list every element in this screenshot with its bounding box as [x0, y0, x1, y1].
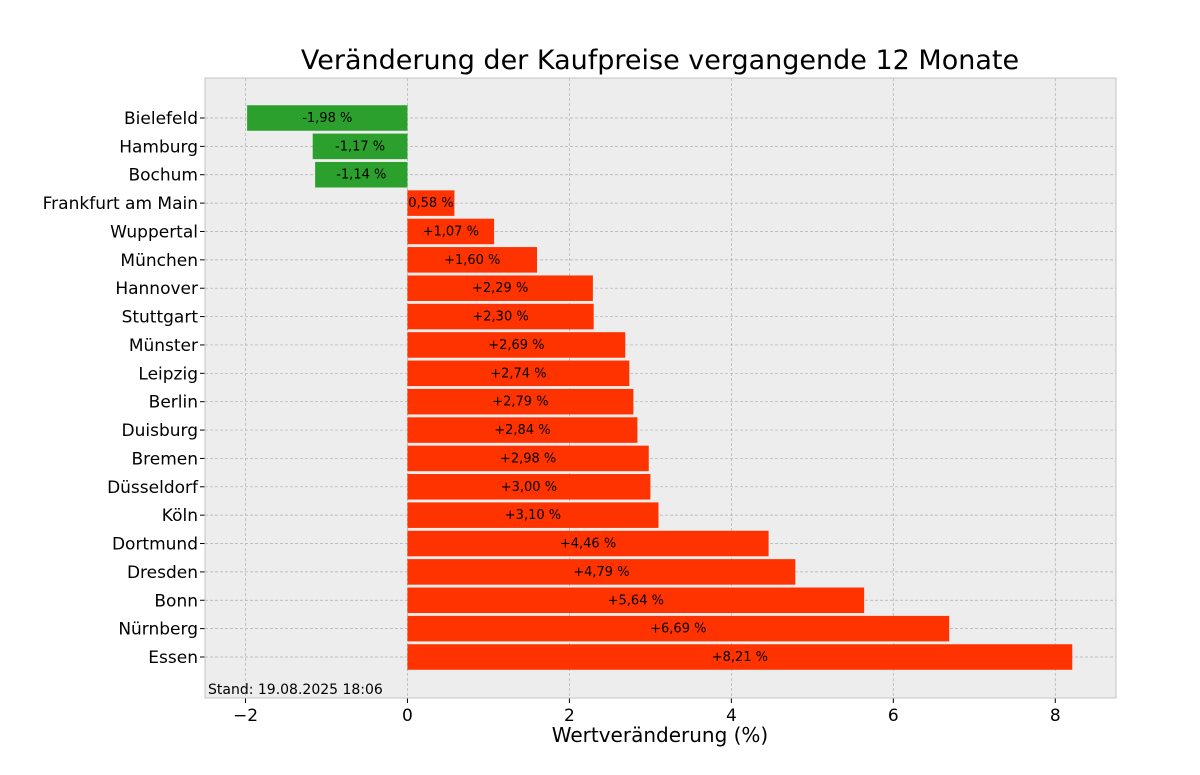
category-label: Hannover: [115, 279, 198, 299]
bar: [407, 218, 495, 245]
bar-value-label: -1,14 %: [336, 168, 386, 183]
bar-value-label: +2,69 %: [488, 338, 544, 353]
bar: [407, 360, 630, 387]
bar: [407, 303, 594, 330]
bar: [407, 587, 865, 614]
category-label: Dresden: [127, 563, 198, 583]
bar: [407, 247, 538, 273]
bar-value-label: +2,74 %: [490, 366, 546, 381]
bar-series: [247, 105, 1073, 670]
bar-value-label: +4,46 %: [560, 537, 616, 552]
bar: [407, 559, 796, 585]
category-label: Münster: [129, 336, 198, 356]
bar-value-label: +4,79 %: [573, 565, 629, 580]
bar: [407, 502, 659, 528]
plot-frame: [204, 77, 1117, 699]
category-label: Leipzig: [138, 364, 198, 384]
footnote: Stand: 19.08.2025 18:06: [208, 682, 383, 698]
bar-value-label: +1,07 %: [423, 224, 479, 239]
bar: [407, 474, 651, 500]
bar-value-label: +2,29 %: [472, 281, 528, 296]
category-labels: Bielefeld Hamburg Bochum Frankfurt am Main W…: [43, 109, 205, 668]
category-label: Hamburg: [119, 137, 198, 157]
bar: [407, 417, 638, 443]
bar-value-label: +6,69 %: [650, 622, 706, 637]
bar: [407, 388, 634, 415]
bar: [407, 615, 950, 642]
x-axis-label: Wertveränderung (%): [552, 723, 769, 747]
bar-value-label: +2,79 %: [492, 395, 548, 410]
bar-value-label: +2,98 %: [500, 451, 556, 466]
bar: [312, 133, 408, 160]
category-label: Stuttgart: [122, 308, 199, 328]
category-label: Berlin: [149, 393, 198, 413]
category-label: Köln: [162, 506, 198, 526]
x-tick-label: 6: [888, 706, 899, 726]
bar-value-label: +3,10 %: [505, 508, 561, 523]
bar: [407, 530, 769, 557]
bar-value-label: +2,84 %: [494, 423, 550, 438]
bar: [407, 190, 455, 216]
bar-value-label: +1,60 %: [444, 253, 500, 268]
bar: [315, 161, 408, 188]
bar: [407, 445, 649, 472]
x-tick-label: −2: [233, 706, 258, 726]
category-label: Duisburg: [122, 421, 199, 441]
category-label: Wuppertal: [110, 222, 198, 242]
category-label: Bielefeld: [124, 109, 198, 129]
bar-value-label: +3,00 %: [501, 480, 557, 495]
bar-value-label: -1,17 %: [335, 139, 385, 154]
category-label: Düsseldorf: [107, 478, 199, 498]
bar-value-labels: -1,98 % -1,17 % -1,14 % 0,58 % +1,07 % +1,60 …: [302, 111, 768, 665]
bar: [407, 332, 626, 358]
category-label: Essen: [148, 648, 198, 668]
bar-value-label: 0,58 %: [408, 196, 453, 211]
chart-title: Veränderung der Kaufpreise vergangende 1…: [301, 45, 1019, 76]
bar-value-label: +5,64 %: [608, 593, 664, 608]
category-label: Bonn: [154, 591, 198, 611]
bar: [407, 644, 1073, 670]
bar-value-label: +8,21 %: [712, 650, 768, 665]
category-label: Bremen: [131, 449, 198, 469]
bar-value-label: +2,30 %: [472, 310, 528, 325]
category-label: Dortmund: [112, 535, 198, 555]
x-tick-label: 2: [564, 706, 575, 726]
bar: [247, 105, 408, 131]
x-axis-ticks: −2 0 2 4 6 8: [233, 698, 1061, 726]
category-label: München: [120, 251, 198, 271]
category-label: Bochum: [128, 166, 198, 186]
x-tick-label: 8: [1050, 706, 1061, 726]
x-tick-label: 4: [726, 706, 737, 726]
bar: [407, 275, 593, 301]
bar-value-label: -1,98 %: [302, 111, 352, 126]
x-tick-label: 0: [402, 706, 413, 726]
category-label: Frankfurt am Main: [43, 194, 198, 214]
category-label: Nürnberg: [118, 620, 198, 640]
